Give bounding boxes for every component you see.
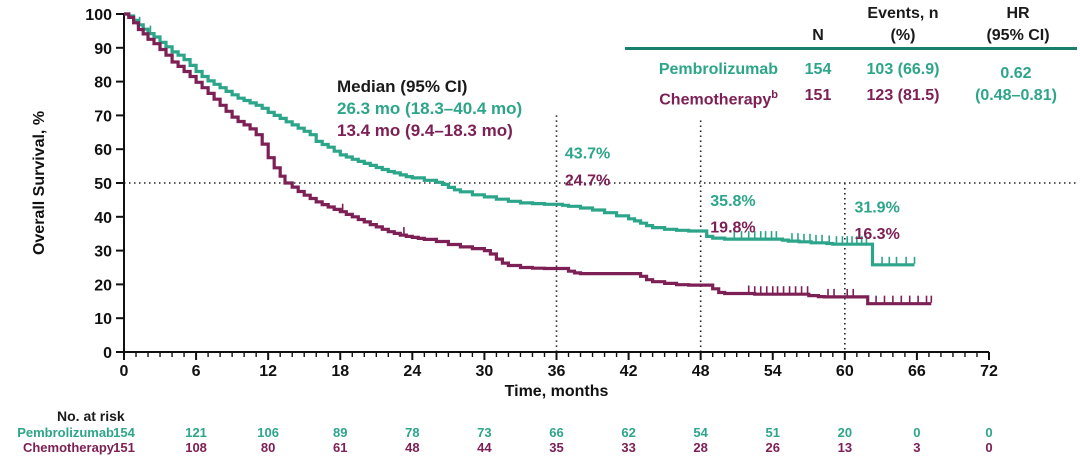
y-tick-label: 70	[94, 108, 112, 125]
x-tick-label: 18	[331, 363, 349, 380]
risk-value: 62	[621, 425, 636, 440]
x-tick-label: 24	[403, 363, 421, 380]
x-tick-label: 66	[908, 363, 926, 380]
x-tick-label: 12	[259, 363, 277, 380]
x-tick-label: 42	[620, 363, 638, 380]
risk-value: 33	[621, 440, 636, 455]
pembrolizumab-curve	[124, 12, 915, 267]
summary-row-pembrolizumab-events: 103 (66.9)	[866, 61, 940, 78]
landmark-label-chemotherapy: 19.8%	[710, 219, 755, 236]
summary-header-hr-line2: (95% CI)	[986, 27, 1050, 44]
risk-value: 54	[693, 425, 708, 440]
risk-value: 26	[765, 440, 780, 455]
y-tick-label: 30	[94, 244, 112, 261]
landmark-label-pembrolizumab: 43.7%	[565, 146, 610, 163]
risk-row-label-chemotherapy: Chemotherapy	[22, 440, 114, 455]
y-tick-label: 60	[94, 142, 112, 159]
summary-row-chemotherapy-n: 151	[804, 87, 832, 104]
risk-value: 44	[477, 440, 492, 455]
risk-value: 78	[405, 425, 420, 440]
y-tick-label: 100	[85, 7, 112, 24]
y-tick-label: 20	[94, 277, 112, 294]
risk-value: 154	[113, 425, 135, 440]
summary-row-chemotherapy-label-text: Chemotherapy	[659, 91, 772, 109]
risk-value: 0	[913, 425, 921, 440]
risk-value: 20	[837, 425, 853, 440]
risk-table-title: No. at risk	[57, 408, 125, 424]
summary-header-events-line2: (%)	[890, 27, 916, 44]
x-tick-label: 6	[192, 363, 201, 380]
median-box: Median (95% CI) 26.3 mo (18.3–40.4 mo) 1…	[337, 76, 522, 142]
risk-row-label-pembrolizumab: Pembrolizumab	[17, 425, 114, 440]
risk-value: 106	[257, 425, 280, 440]
risk-value: 13	[837, 440, 853, 455]
risk-value: 0	[985, 425, 993, 440]
x-tick-label: 0	[120, 363, 129, 380]
risk-value: 61	[333, 440, 348, 455]
risk-value: 151	[113, 440, 135, 455]
x-tick-label: 30	[476, 363, 494, 380]
summary-hr-value: 0.62	[1000, 65, 1032, 82]
landmark-label-chemotherapy: 16.3%	[854, 226, 899, 243]
landmark-label-pembrolizumab: 35.8%	[710, 193, 755, 210]
y-tick-label: 80	[94, 75, 112, 92]
y-tick-label: 10	[94, 311, 112, 328]
risk-value: 0	[985, 440, 993, 455]
risk-value: 3	[913, 440, 921, 455]
risk-value: 80	[260, 440, 276, 455]
risk-value: 108	[185, 440, 207, 455]
y-axis-title: Overall Survival, %	[31, 111, 48, 255]
risk-value: 51	[765, 425, 780, 440]
x-tick-label: 48	[692, 363, 710, 380]
risk-value: 28	[693, 440, 708, 455]
x-tick-label: 72	[980, 363, 998, 380]
risk-value: 89	[333, 425, 348, 440]
median-title: Median (95% CI)	[337, 77, 468, 96]
x-tick-label: 36	[548, 363, 566, 380]
landmark-label-pembrolizumab: 31.9%	[854, 200, 899, 217]
x-tick-label: 60	[836, 363, 854, 380]
median-chemotherapy: 13.4 mo (9.4–18.3 mo)	[337, 121, 513, 140]
summary-row-chemotherapy-footnote-marker: b	[771, 89, 778, 101]
x-axis-title: Time, months	[505, 383, 609, 400]
y-tick-label: 0	[103, 345, 112, 362]
risk-value: 73	[477, 425, 492, 440]
km-plot: 0 10 20 30 40 50 60 70 80 90 100 0 6 12 18 24 30 36 42 48 54…	[31, 7, 1078, 400]
risk-value: 66	[549, 425, 564, 440]
summary-header-events-line1: Events, n	[867, 5, 939, 22]
summary-header-hr-line1: HR	[1006, 5, 1030, 22]
y-tick-label: 50	[94, 176, 112, 193]
landmark-label-chemotherapy: 24.7%	[565, 173, 610, 190]
risk-value: 35	[549, 440, 564, 455]
summary-row-pembrolizumab-label: Pembrolizumab	[658, 61, 778, 78]
summary-hr-ci: (0.48–0.81)	[975, 87, 1057, 104]
y-tick-label: 90	[94, 41, 112, 58]
summary-row-pembrolizumab-n: 154	[804, 61, 832, 78]
risk-value: 121	[185, 425, 207, 440]
risk-value: 48	[405, 440, 420, 455]
median-pembrolizumab: 26.3 mo (18.3–40.4 mo)	[337, 99, 523, 118]
summary-header-n: N	[812, 27, 824, 44]
y-tick-label: 40	[94, 210, 112, 227]
summary-row-chemotherapy-events: 123 (81.5)	[866, 87, 940, 104]
x-tick-label: 54	[764, 363, 782, 380]
summary-row-chemotherapy-label: Chemotherapyb	[598, 86, 778, 109]
summary-table-divider	[625, 47, 1077, 50]
chemotherapy-curve	[124, 12, 932, 306]
